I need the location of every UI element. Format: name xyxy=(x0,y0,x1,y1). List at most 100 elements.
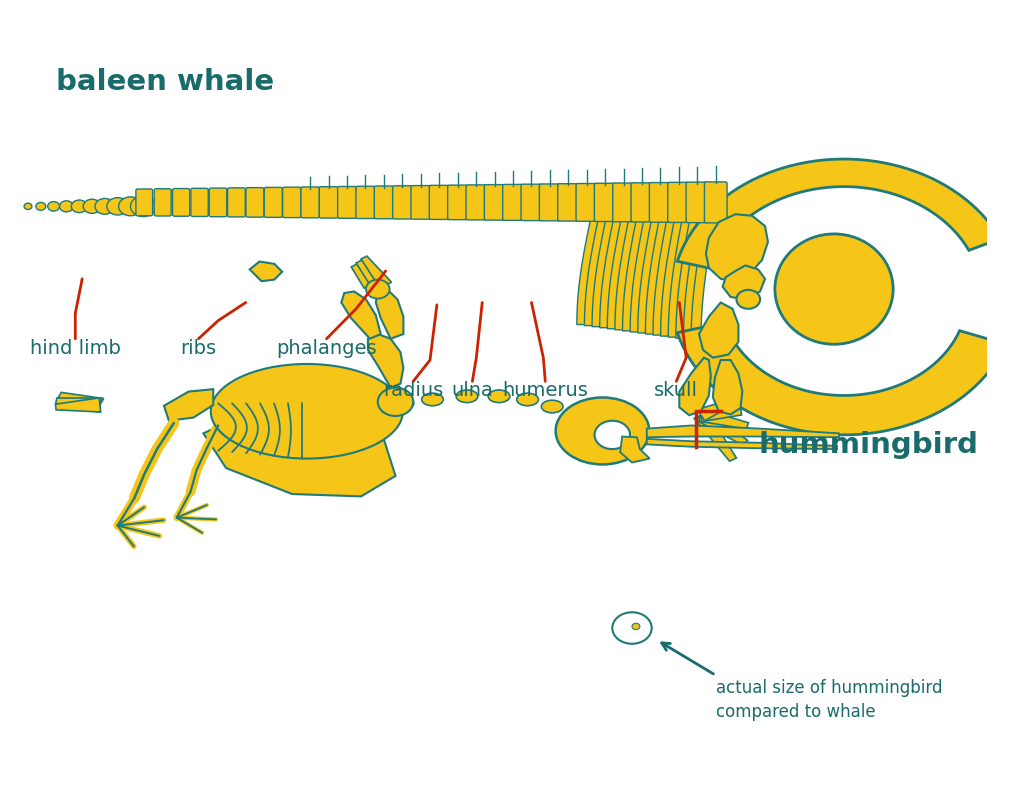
FancyBboxPatch shape xyxy=(594,184,615,221)
Ellipse shape xyxy=(517,393,539,406)
Circle shape xyxy=(83,199,101,214)
Polygon shape xyxy=(647,426,839,437)
Circle shape xyxy=(736,290,760,308)
Polygon shape xyxy=(577,214,603,324)
Polygon shape xyxy=(58,392,103,411)
FancyBboxPatch shape xyxy=(577,184,597,221)
FancyBboxPatch shape xyxy=(338,187,356,218)
Polygon shape xyxy=(351,264,376,288)
Polygon shape xyxy=(585,214,611,326)
Polygon shape xyxy=(592,214,618,327)
Polygon shape xyxy=(638,214,664,333)
Polygon shape xyxy=(164,389,213,421)
Text: skull: skull xyxy=(654,381,698,400)
Circle shape xyxy=(59,201,74,212)
FancyBboxPatch shape xyxy=(558,184,579,221)
FancyBboxPatch shape xyxy=(136,189,153,216)
FancyBboxPatch shape xyxy=(155,189,171,216)
Polygon shape xyxy=(677,323,1006,435)
FancyBboxPatch shape xyxy=(283,187,301,218)
Polygon shape xyxy=(679,358,711,415)
FancyBboxPatch shape xyxy=(319,187,338,218)
FancyBboxPatch shape xyxy=(246,187,264,218)
Text: radius: radius xyxy=(383,381,443,400)
Polygon shape xyxy=(723,266,765,299)
Polygon shape xyxy=(706,214,768,282)
FancyBboxPatch shape xyxy=(356,186,375,218)
Polygon shape xyxy=(676,214,700,339)
FancyBboxPatch shape xyxy=(190,188,208,217)
FancyBboxPatch shape xyxy=(264,187,283,218)
Circle shape xyxy=(119,197,142,216)
Text: baleen whale: baleen whale xyxy=(55,68,273,96)
Ellipse shape xyxy=(211,364,402,459)
Polygon shape xyxy=(700,409,741,422)
Ellipse shape xyxy=(488,390,510,403)
Polygon shape xyxy=(55,398,101,412)
Ellipse shape xyxy=(542,400,563,413)
Ellipse shape xyxy=(563,410,585,422)
Ellipse shape xyxy=(556,397,649,464)
Polygon shape xyxy=(55,398,100,412)
Circle shape xyxy=(595,421,630,449)
FancyBboxPatch shape xyxy=(503,184,523,221)
FancyBboxPatch shape xyxy=(631,183,653,222)
Circle shape xyxy=(36,202,46,210)
Ellipse shape xyxy=(775,234,893,344)
Circle shape xyxy=(130,196,156,217)
Polygon shape xyxy=(694,412,736,461)
Polygon shape xyxy=(713,360,742,414)
Polygon shape xyxy=(653,214,678,335)
Polygon shape xyxy=(683,214,709,339)
FancyBboxPatch shape xyxy=(209,188,226,217)
Polygon shape xyxy=(697,400,731,421)
Polygon shape xyxy=(699,302,738,358)
Polygon shape xyxy=(600,214,626,327)
Circle shape xyxy=(72,200,87,213)
Polygon shape xyxy=(630,214,655,332)
Text: ulna: ulna xyxy=(452,381,494,400)
Circle shape xyxy=(95,199,115,214)
FancyBboxPatch shape xyxy=(411,186,431,219)
Polygon shape xyxy=(677,159,1000,268)
Polygon shape xyxy=(356,260,384,288)
FancyBboxPatch shape xyxy=(686,182,709,222)
Polygon shape xyxy=(698,409,749,429)
FancyBboxPatch shape xyxy=(447,185,468,220)
FancyBboxPatch shape xyxy=(301,187,319,218)
FancyBboxPatch shape xyxy=(521,184,542,221)
Polygon shape xyxy=(660,214,686,336)
FancyBboxPatch shape xyxy=(466,185,486,220)
Circle shape xyxy=(632,623,640,630)
Ellipse shape xyxy=(422,393,443,406)
Text: ribs: ribs xyxy=(180,339,216,358)
FancyBboxPatch shape xyxy=(429,185,450,219)
FancyBboxPatch shape xyxy=(649,183,672,222)
Text: actual size of hummingbird
compared to whale: actual size of hummingbird compared to w… xyxy=(716,679,942,721)
FancyBboxPatch shape xyxy=(375,186,393,219)
Polygon shape xyxy=(341,291,381,339)
FancyBboxPatch shape xyxy=(392,186,412,219)
Text: hummingbird: hummingbird xyxy=(758,430,978,459)
Circle shape xyxy=(612,612,651,644)
Polygon shape xyxy=(621,437,650,463)
FancyBboxPatch shape xyxy=(227,187,246,217)
Circle shape xyxy=(24,203,32,210)
Polygon shape xyxy=(647,439,837,449)
Polygon shape xyxy=(368,334,403,388)
Text: humerus: humerus xyxy=(503,381,588,400)
FancyBboxPatch shape xyxy=(540,184,560,221)
Polygon shape xyxy=(696,411,748,445)
Circle shape xyxy=(48,202,59,211)
Polygon shape xyxy=(623,214,648,331)
FancyBboxPatch shape xyxy=(484,184,505,220)
Polygon shape xyxy=(615,214,641,330)
FancyBboxPatch shape xyxy=(668,183,690,222)
Polygon shape xyxy=(645,214,671,334)
Circle shape xyxy=(366,280,389,298)
FancyBboxPatch shape xyxy=(612,183,635,221)
Text: phalanges: phalanges xyxy=(276,339,377,358)
Polygon shape xyxy=(250,262,283,282)
Polygon shape xyxy=(669,214,693,337)
Ellipse shape xyxy=(392,397,414,410)
